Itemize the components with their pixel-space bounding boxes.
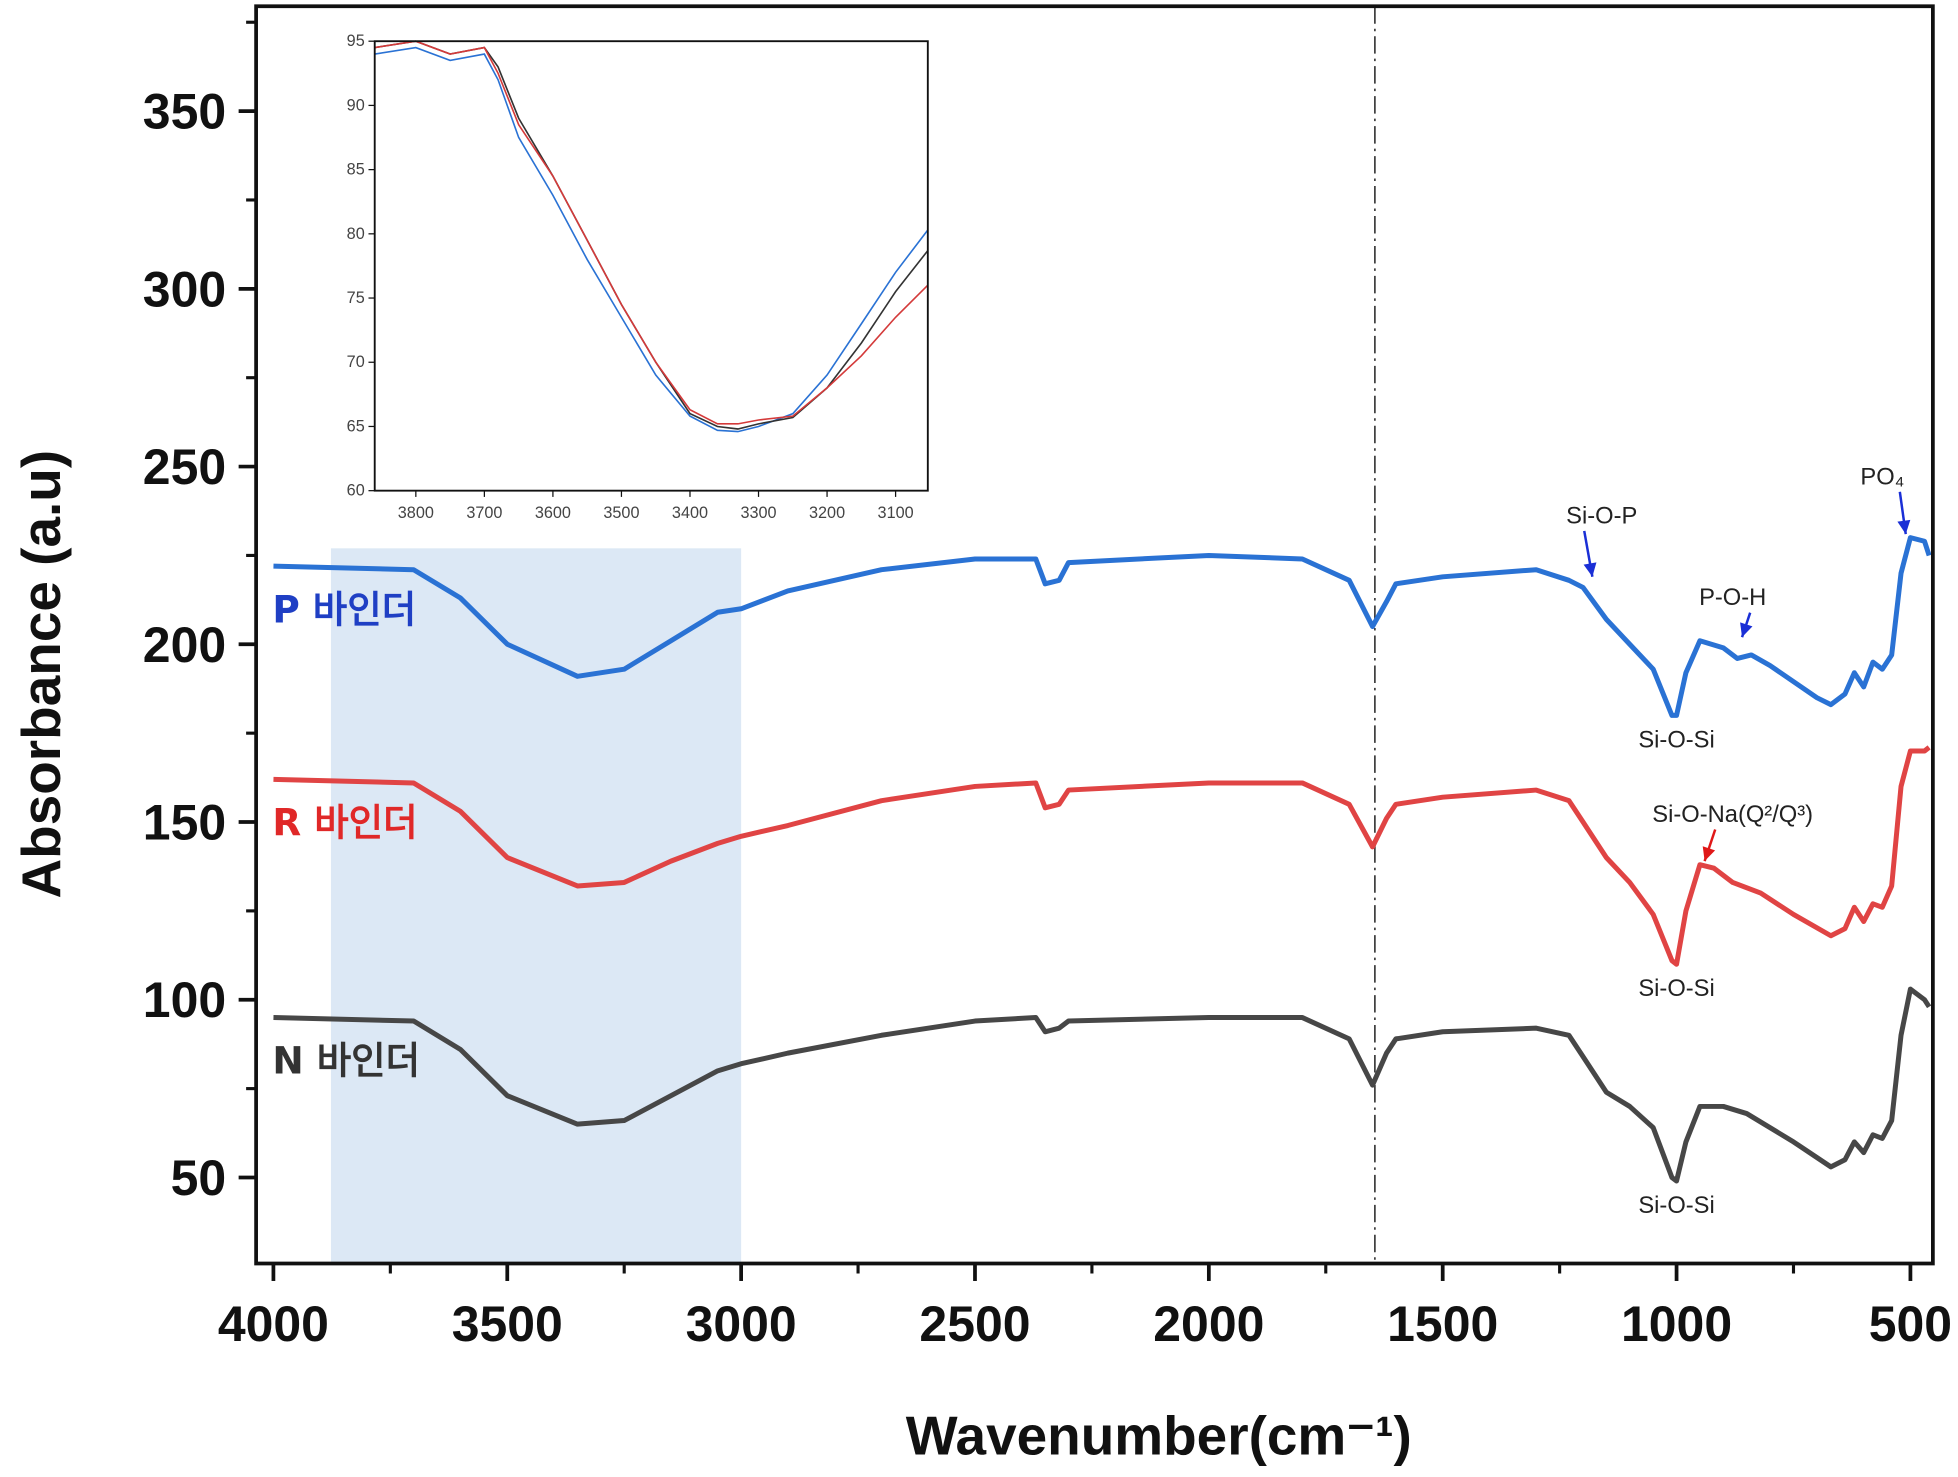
inset-y-tick-label: 65	[347, 417, 365, 435]
inset-background	[374, 41, 928, 491]
y-tick-label: 200	[143, 617, 226, 673]
annotation-label: P-O-H	[1699, 585, 1766, 611]
inset-series-line-2	[374, 40, 929, 425]
x-tick-label: 3500	[452, 1296, 563, 1352]
inset-y-tick-label: 90	[347, 96, 365, 114]
annotation-label: Si-O-P	[1566, 503, 1637, 529]
series-line-2	[273, 986, 1932, 1184]
inset-x-tick-label: 3200	[809, 504, 845, 522]
series-label-0: P 바인더	[272, 587, 416, 631]
x-tick-label: 500	[1869, 1296, 1952, 1352]
inset-y-tick-label: 80	[347, 225, 365, 243]
annotation-arrowhead	[1897, 519, 1911, 535]
x-tick-label: 2000	[1153, 1296, 1264, 1352]
inset-y-tick-label: 85	[347, 161, 365, 179]
inset-x-tick-label: 3800	[398, 504, 434, 522]
series-line-1	[273, 745, 1931, 967]
y-tick-label: 50	[171, 1150, 227, 1206]
shaded-region	[330, 548, 742, 1264]
annotation-label: Si-O-Na(Q²/Q³)	[1652, 802, 1813, 828]
inset-y-tick-label: 70	[347, 353, 365, 371]
series-label-1: R 바인더	[272, 801, 417, 845]
annotation-arrowhead	[1583, 562, 1597, 577]
annotation-arrowhead	[1740, 622, 1753, 638]
y-axis-title: Absorbance (a.u)	[10, 450, 72, 899]
series-label-2: N 바인더	[272, 1039, 420, 1083]
annotation-label: PO₄	[1860, 464, 1904, 490]
plot-frame	[254, 4, 1935, 1266]
x-tick-label: 4000	[218, 1296, 329, 1352]
inset-x-tick-label: 3600	[535, 504, 571, 522]
annotation-label: Si-O-Si	[1638, 976, 1714, 1002]
y-tick-label: 300	[143, 261, 226, 317]
annotation-label: Si-O-Si	[1638, 1193, 1714, 1219]
y-tick-label: 150	[143, 795, 226, 851]
y-tick-label: 100	[143, 972, 226, 1028]
main-plot: P 바인더 R 바인더 N 바인더 4000 3500 3000 2500 2000 1500 1…	[143, 4, 1952, 1352]
inset-x-tick-label: 3300	[740, 504, 776, 522]
series-line-0	[273, 535, 1932, 718]
x-tick-label: 1500	[1387, 1296, 1498, 1352]
x-tick-label: 3000	[686, 1296, 797, 1352]
inset-x-tick-label: 3100	[878, 504, 914, 522]
x-tick-label: 1000	[1621, 1296, 1732, 1352]
inset-frame	[373, 40, 929, 492]
x-axis-title: Wavenumber(cm⁻¹)	[906, 1405, 1412, 1467]
y-tick-label: 250	[143, 439, 226, 495]
inset-x-tick-label: 3700	[466, 504, 502, 522]
y-tick-label: 350	[143, 84, 226, 140]
inset-x-tick-label: 3500	[603, 504, 639, 522]
annotation-arrowhead	[1702, 846, 1716, 862]
inset-y-tick-label: 75	[347, 289, 365, 307]
annotation-label: Si-O-Si	[1638, 727, 1714, 753]
inset-y-tick-label: 60	[347, 482, 365, 500]
inset-series-line-0	[374, 46, 929, 433]
inset-x-tick-label: 3400	[672, 504, 708, 522]
inset-y-tick-label: 95	[347, 32, 365, 50]
inset-plot: 3800 3700 3600 3500 3400 3300 3200 3100 60 65 70 75…	[347, 32, 929, 522]
x-tick-label: 2500	[919, 1296, 1030, 1352]
